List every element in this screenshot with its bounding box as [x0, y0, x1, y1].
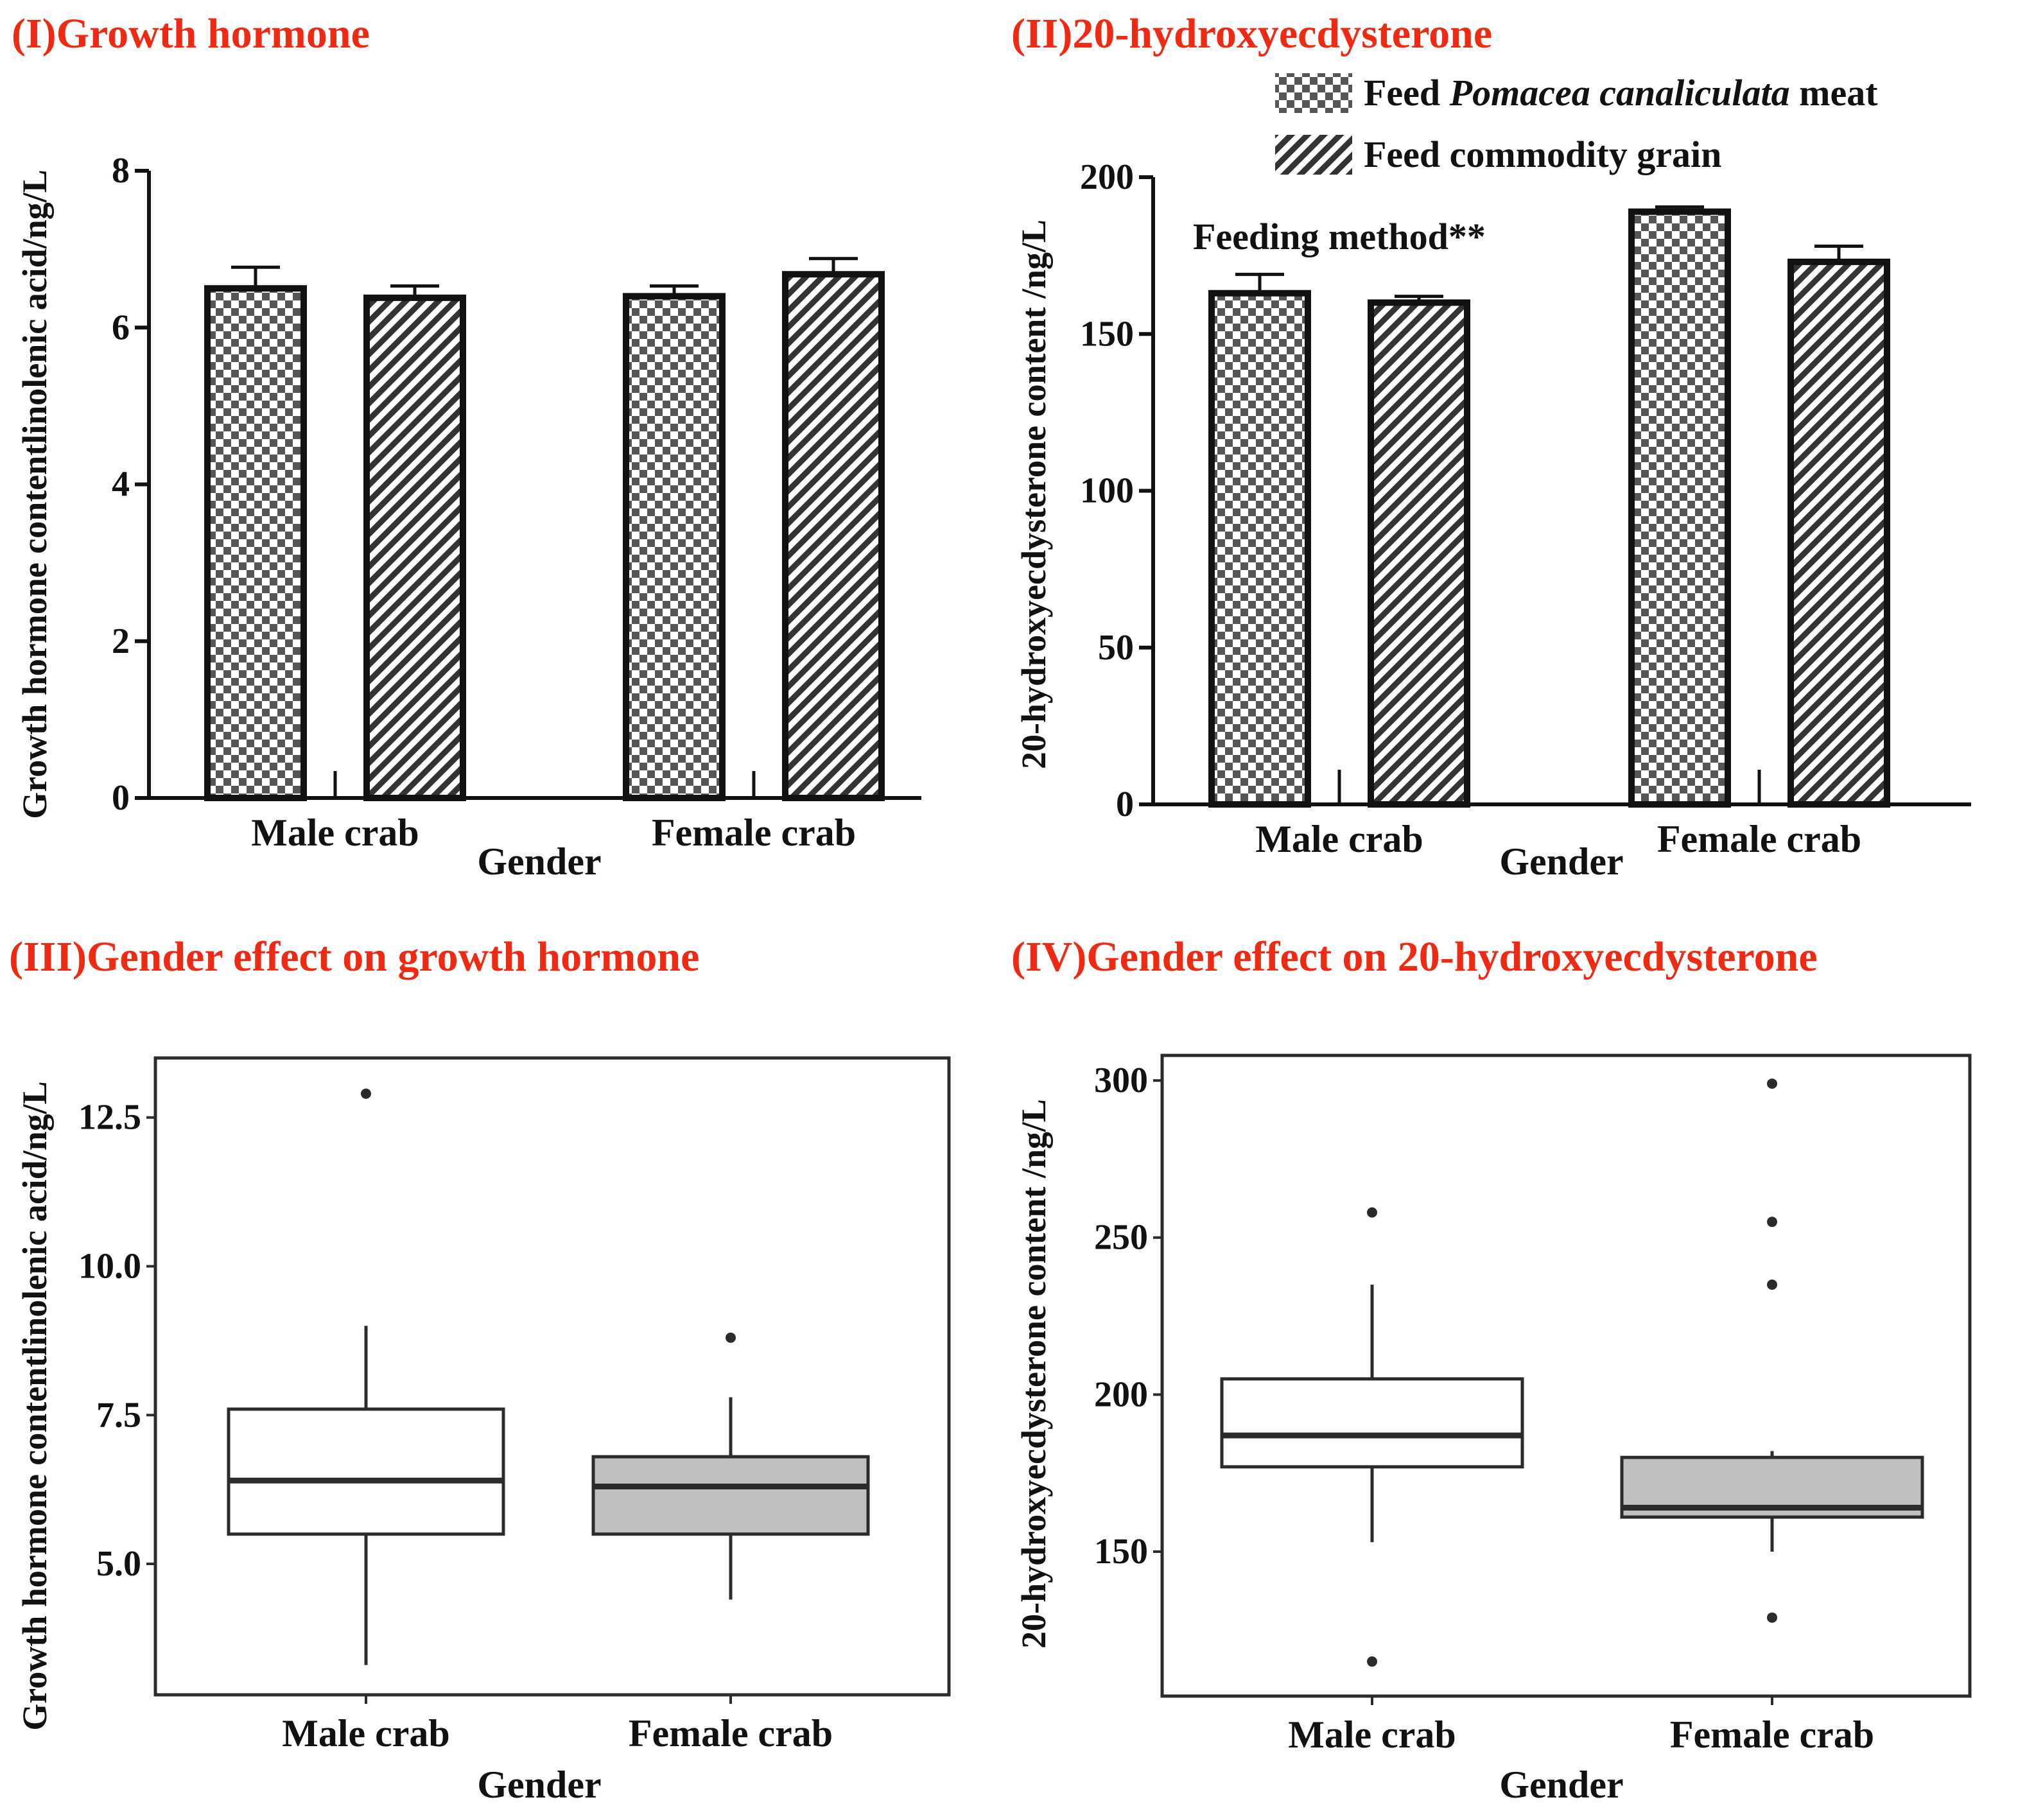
y-tick-label: 10.0	[78, 1246, 141, 1286]
panel-gender-growth-hormone: (III)Gender effect on growth hormone Gro…	[9, 933, 951, 1806]
legend-swatch-checker	[1275, 73, 1352, 113]
panel-title-III: (III)Gender effect on growth hormone	[9, 933, 699, 980]
panel-gender-20-hydroxyecdysterone: (IV)Gender effect on 20-hydroxyecdystero…	[1011, 933, 1972, 1806]
legend-swatch-hatch	[1275, 135, 1352, 175]
y-axis-title-I: Growth hormone contentlinolenic acid/ng/…	[15, 169, 54, 819]
box-iqr	[1220, 1377, 1524, 1469]
panel-title-IV: (IV)Gender effect on 20-hydroxyecdystero…	[1011, 933, 1818, 980]
y-axis-title-III: Growth hormone contentlinolenic acid/ng/…	[15, 1081, 54, 1731]
outlier-point	[1767, 1612, 1777, 1623]
panel-20-hydroxyecdysterone: (II)20-hydroxyecdysterone 20-hydroxyecdy…	[1011, 10, 1971, 883]
outlier-point	[1767, 1217, 1777, 1227]
y-tick-label: 7.5	[96, 1395, 141, 1435]
x-axis-title-II: Gender	[1499, 840, 1623, 883]
y-axis-title-II: 20-hydroxyecdysterone content /ng/L	[1014, 220, 1053, 769]
x-axis-title-III: Gender	[477, 1764, 601, 1806]
panel-title-I: (I)Growth hormone	[12, 10, 370, 57]
outlier-point	[1767, 1079, 1777, 1089]
y-tick-label: 150	[1080, 314, 1134, 354]
x-category-label: Male crab	[282, 1712, 450, 1755]
outlier-point	[1367, 1656, 1377, 1667]
x-category-label: Female crab	[1657, 818, 1861, 860]
bar-grain	[1787, 258, 1890, 808]
x-category-label: Female crab	[629, 1712, 833, 1755]
y-tick-label: 300	[1094, 1061, 1148, 1100]
y-tick-label: 0	[112, 778, 130, 818]
bar-grain	[1368, 299, 1470, 808]
y-tick-label: 4	[112, 465, 130, 505]
bar-pomacea	[1208, 290, 1311, 808]
y-tick-label: 200	[1080, 157, 1134, 197]
x-axis-title-I: Gender	[477, 840, 601, 883]
plot-area-IV: 150 200 250 300 Male crab Female crab	[1094, 1053, 1972, 1756]
outlier-point	[361, 1088, 371, 1099]
outlier-point	[1767, 1279, 1777, 1290]
legend-label-1: Feed Pomacea canaliculata meat	[1364, 72, 1878, 114]
x-category-label: Female crab	[1670, 1713, 1874, 1756]
plot-area-II: 0 50 100 150 200 Male crab Female crab	[1080, 157, 1971, 860]
y-tick-label: 6	[112, 308, 130, 347]
y-tick-label: 12.5	[78, 1098, 141, 1138]
x-category-label: Male crab	[251, 811, 419, 854]
plot-frame	[1160, 1053, 1972, 1698]
y-tick-label: 150	[1094, 1532, 1148, 1572]
legend-label-2: Feed commodity grain	[1364, 134, 1721, 175]
x-category-label: Male crab	[1288, 1713, 1456, 1756]
y-tick-label: 0	[1116, 784, 1134, 824]
bar-pomacea	[204, 285, 307, 801]
y-tick-label: 8	[112, 151, 130, 191]
bar-pomacea	[1628, 208, 1731, 808]
y-tick-label: 50	[1098, 628, 1134, 668]
x-category-label: Female crab	[652, 811, 856, 854]
legend: Feed Pomacea canaliculata meat Feed comm…	[1275, 72, 1878, 175]
y-tick-label: 2	[112, 621, 130, 661]
outlier-point	[726, 1332, 736, 1343]
panel-growth-hormone: (I)Growth hormone Growth hormone content…	[12, 10, 921, 883]
y-tick-label: 5.0	[96, 1544, 141, 1584]
bar-grain	[782, 271, 885, 801]
y-tick-label: 250	[1094, 1218, 1148, 1258]
box-iqr	[591, 1455, 870, 1536]
box-iqr	[227, 1407, 505, 1536]
plot-area-III: 5.0 7.5 10.0 12.5 Male crab Female crab	[78, 1056, 951, 1755]
bar-grain	[363, 294, 466, 801]
y-tick-label: 200	[1094, 1374, 1148, 1414]
y-tick-label: 100	[1080, 471, 1134, 511]
plot-area-I: 0 2 4 6 8 Male crab Female crab	[112, 151, 921, 854]
x-category-label: Male crab	[1255, 818, 1423, 860]
y-axis-title-IV: 20-hydroxyecdysterone content /ng/L	[1014, 1099, 1053, 1649]
panel-title-II: (II)20-hydroxyecdysterone	[1011, 10, 1492, 57]
x-axis-title-IV: Gender	[1499, 1764, 1623, 1806]
plot-frame	[153, 1056, 951, 1697]
bar-pomacea	[623, 293, 726, 801]
feeding-method-annotation: Feeding method**	[1193, 216, 1486, 257]
outlier-point	[1367, 1207, 1377, 1218]
